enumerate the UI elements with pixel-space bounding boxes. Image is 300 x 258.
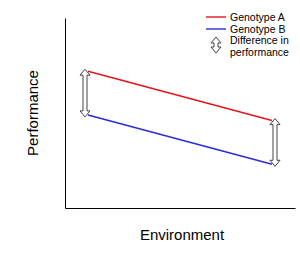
legend: Genotype AGenotype BDifference inperform…: [206, 11, 289, 59]
legend-label-line: Difference in: [230, 34, 289, 46]
legend-label: Difference inperformance: [230, 34, 289, 58]
difference-arrow: [270, 119, 280, 167]
x-axis-title: Environment: [140, 226, 225, 243]
series-line: [88, 115, 272, 164]
chart: Environment Performance Genotype AGenotype…: [0, 0, 300, 258]
x-axis: [66, 208, 296, 209]
legend-swatch: [206, 28, 226, 29]
marks: [80, 69, 280, 166]
legend-label: Genotype A: [230, 11, 285, 23]
x-axis-line: [66, 208, 296, 209]
legend-swatch: [206, 16, 226, 17]
legend-label-line: performance: [230, 46, 289, 58]
y-axis-line: [65, 19, 66, 209]
difference-arrow: [80, 69, 90, 117]
plot-area: [66, 19, 296, 209]
legend-arrow: [211, 37, 221, 53]
series-line: [88, 71, 272, 120]
y-axis-title: Performance: [24, 70, 41, 156]
y-axis: [65, 19, 66, 209]
legend-label: Genotype B: [230, 23, 285, 35]
